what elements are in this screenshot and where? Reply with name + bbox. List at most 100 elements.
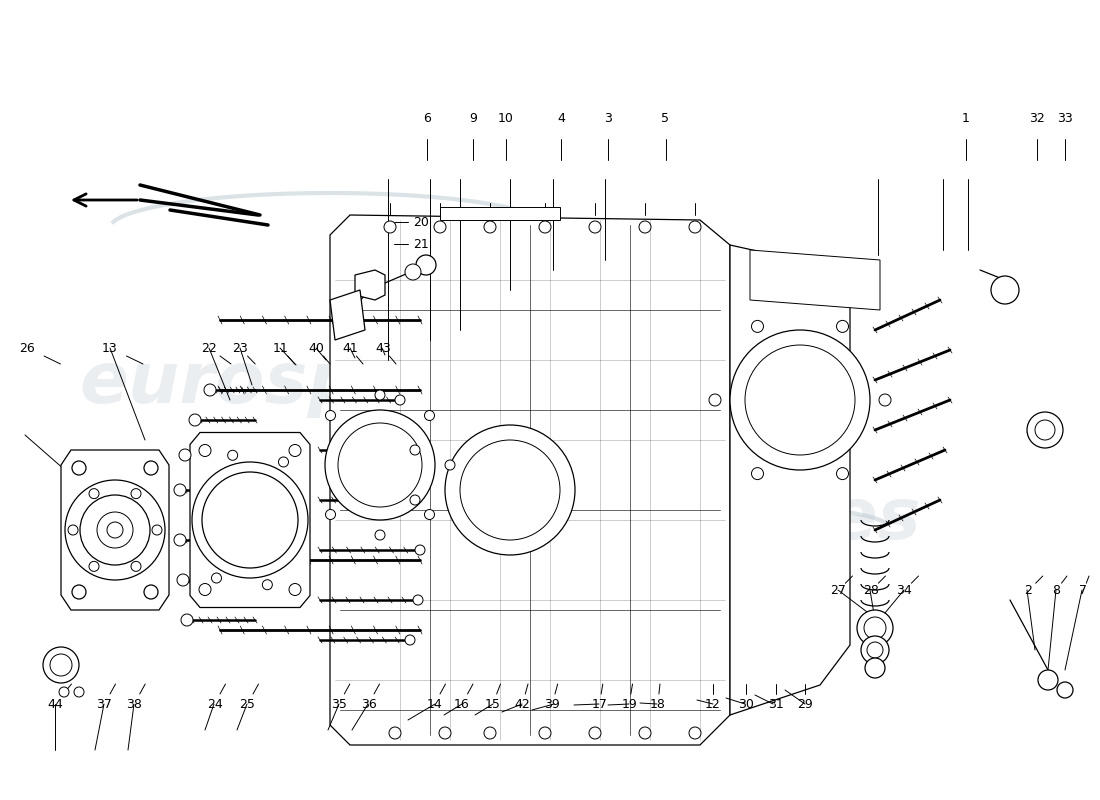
Text: eurospares: eurospares (464, 486, 922, 554)
Text: 12: 12 (705, 698, 720, 710)
Polygon shape (60, 450, 169, 610)
Text: 41: 41 (342, 342, 358, 354)
Circle shape (50, 654, 72, 676)
Text: 14: 14 (427, 698, 442, 710)
Circle shape (289, 583, 301, 595)
Circle shape (177, 574, 189, 586)
Circle shape (410, 495, 420, 505)
Circle shape (43, 647, 79, 683)
Circle shape (152, 525, 162, 535)
Text: eurospares: eurospares (79, 350, 537, 418)
Text: 18: 18 (650, 698, 666, 710)
Circle shape (72, 585, 86, 599)
Text: 13: 13 (102, 342, 118, 354)
Circle shape (864, 617, 886, 639)
Circle shape (89, 489, 99, 498)
Circle shape (97, 512, 133, 548)
Circle shape (857, 610, 893, 646)
Circle shape (460, 440, 560, 540)
Circle shape (375, 530, 385, 540)
Circle shape (375, 390, 385, 400)
Circle shape (174, 484, 186, 496)
Text: 9: 9 (469, 112, 477, 125)
Text: 15: 15 (485, 698, 501, 710)
Text: 44: 44 (47, 698, 63, 710)
Circle shape (405, 264, 421, 280)
Circle shape (867, 642, 883, 658)
Circle shape (865, 658, 886, 678)
Polygon shape (750, 250, 880, 310)
Circle shape (689, 727, 701, 739)
Circle shape (199, 583, 211, 595)
Text: 32: 32 (1030, 112, 1045, 125)
Circle shape (1035, 420, 1055, 440)
Text: 6: 6 (422, 112, 431, 125)
Circle shape (588, 727, 601, 739)
Text: 40: 40 (309, 342, 324, 354)
Circle shape (751, 320, 763, 332)
Circle shape (446, 460, 455, 470)
Text: 28: 28 (864, 584, 879, 597)
Circle shape (484, 727, 496, 739)
Circle shape (72, 461, 86, 475)
Circle shape (262, 580, 273, 590)
Text: 35: 35 (331, 698, 346, 710)
Text: 17: 17 (592, 698, 607, 710)
Circle shape (861, 636, 889, 664)
Circle shape (539, 221, 551, 233)
Circle shape (80, 495, 150, 565)
Circle shape (751, 468, 763, 480)
Circle shape (211, 573, 221, 583)
Text: 39: 39 (544, 698, 560, 710)
Circle shape (174, 534, 186, 546)
Text: 22: 22 (201, 342, 217, 354)
Text: 16: 16 (454, 698, 470, 710)
Text: 5: 5 (661, 112, 670, 125)
Text: 31: 31 (768, 698, 783, 710)
Text: 7: 7 (1079, 584, 1088, 597)
Circle shape (326, 410, 336, 421)
Circle shape (416, 255, 436, 275)
Circle shape (278, 457, 288, 467)
Text: 43: 43 (375, 342, 390, 354)
Circle shape (326, 510, 336, 519)
Circle shape (412, 595, 424, 605)
Circle shape (730, 330, 870, 470)
Circle shape (144, 461, 158, 475)
Text: 11: 11 (273, 342, 288, 354)
Polygon shape (330, 215, 730, 745)
Circle shape (639, 221, 651, 233)
Circle shape (199, 445, 211, 457)
Circle shape (836, 468, 848, 480)
Text: 26: 26 (20, 342, 35, 354)
Circle shape (204, 384, 216, 396)
Polygon shape (190, 433, 310, 607)
Circle shape (389, 727, 402, 739)
Polygon shape (355, 270, 385, 300)
Circle shape (89, 562, 99, 571)
Text: 38: 38 (126, 698, 142, 710)
Circle shape (710, 394, 720, 406)
Circle shape (384, 221, 396, 233)
Text: 23: 23 (232, 342, 248, 354)
Text: 36: 36 (361, 698, 376, 710)
Text: 25: 25 (240, 698, 255, 710)
Circle shape (425, 410, 435, 421)
Circle shape (59, 687, 69, 697)
Circle shape (879, 394, 891, 406)
Circle shape (179, 449, 191, 461)
Polygon shape (730, 245, 850, 715)
Circle shape (639, 727, 651, 739)
Text: 20: 20 (414, 216, 429, 229)
Circle shape (189, 414, 201, 426)
Circle shape (484, 221, 496, 233)
Text: 42: 42 (515, 698, 530, 710)
Circle shape (588, 221, 601, 233)
Circle shape (1038, 670, 1058, 690)
Circle shape (144, 585, 158, 599)
Text: 37: 37 (97, 698, 112, 710)
Circle shape (74, 687, 84, 697)
Circle shape (68, 525, 78, 535)
Text: 3: 3 (604, 112, 613, 125)
Circle shape (991, 276, 1019, 304)
